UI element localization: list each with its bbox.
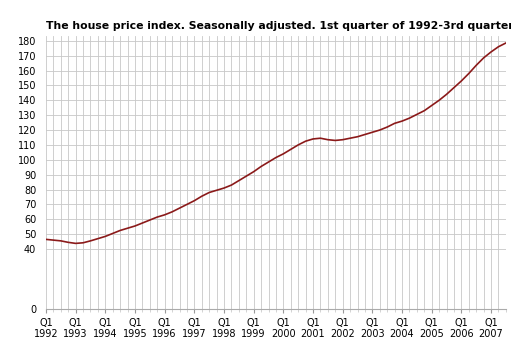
Text: The house price index. Seasonally adjusted. 1st quarter of 1992-3rd quarter of 2: The house price index. Seasonally adjust… (46, 21, 511, 31)
